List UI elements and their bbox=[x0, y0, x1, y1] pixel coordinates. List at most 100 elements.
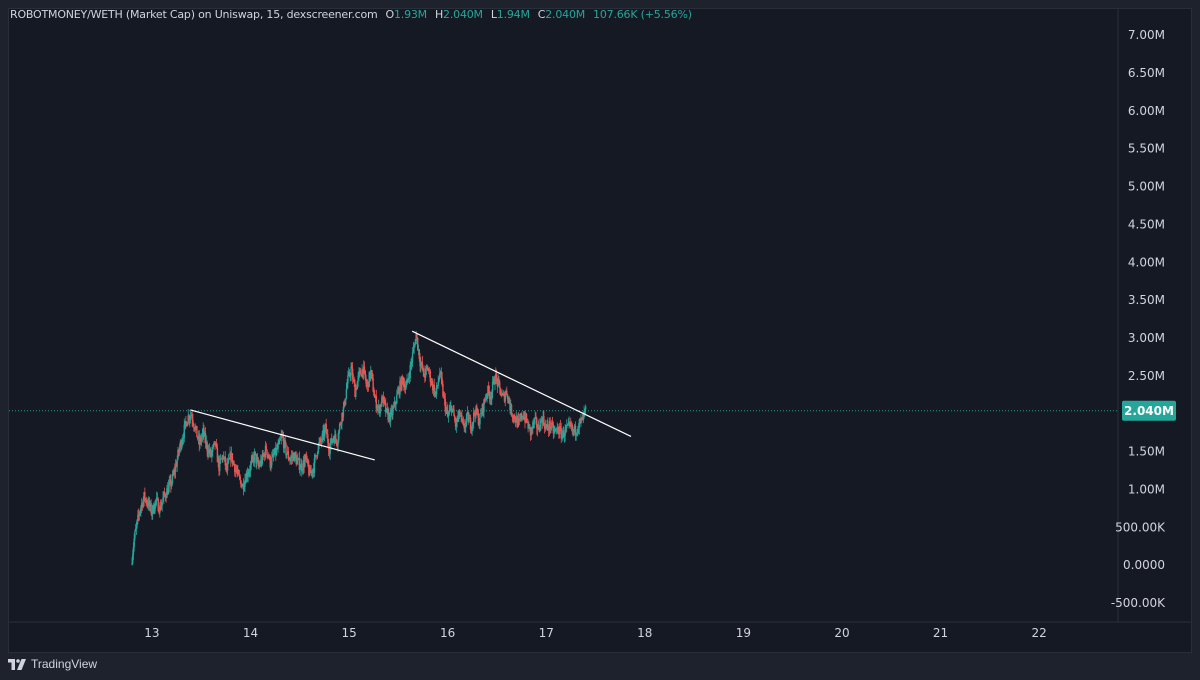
candle-body bbox=[226, 463, 228, 471]
candle-body bbox=[387, 410, 389, 420]
candle-body bbox=[183, 424, 185, 438]
candle-body bbox=[172, 474, 174, 475]
candle-body bbox=[254, 451, 256, 454]
candle-body bbox=[188, 415, 190, 421]
candle-body bbox=[379, 404, 381, 414]
candle-body bbox=[344, 400, 346, 405]
candle-body bbox=[302, 460, 305, 471]
candle-body bbox=[157, 498, 159, 512]
candle-body bbox=[331, 438, 333, 443]
candle-body bbox=[149, 503, 152, 507]
candle-body bbox=[352, 379, 355, 380]
candle-body bbox=[398, 388, 400, 395]
candle-body bbox=[230, 453, 233, 461]
candle-body bbox=[304, 459, 306, 467]
candle-body bbox=[409, 365, 411, 379]
candle-body bbox=[384, 400, 386, 404]
candle-body bbox=[267, 455, 269, 456]
candle-body bbox=[150, 503, 152, 514]
candle-body bbox=[181, 438, 184, 443]
candle-body bbox=[339, 424, 342, 425]
candle-body bbox=[343, 400, 345, 407]
candle-body bbox=[554, 430, 556, 432]
candle-body bbox=[525, 413, 527, 423]
candle-body bbox=[322, 429, 324, 434]
candle-body bbox=[468, 418, 470, 423]
candle-body bbox=[152, 505, 154, 515]
candle-body bbox=[325, 424, 327, 434]
candle-body bbox=[266, 449, 268, 456]
legend-close-value: 2.040M bbox=[545, 8, 586, 21]
candle-body bbox=[308, 466, 310, 476]
candle-body bbox=[532, 422, 534, 429]
candle-body bbox=[406, 378, 408, 385]
candle-body bbox=[245, 480, 247, 483]
candle-body bbox=[484, 399, 487, 401]
candle-body bbox=[531, 427, 533, 429]
tradingview-logo-icon[interactable] bbox=[8, 658, 26, 670]
candle-body bbox=[530, 427, 532, 436]
candle-body bbox=[439, 371, 442, 373]
legend-title: ROBOTMONEY/WETH (Market Cap) on Uniswap,… bbox=[10, 8, 378, 21]
candle-body bbox=[513, 415, 515, 419]
candle-body bbox=[448, 410, 450, 415]
candle-body bbox=[518, 418, 521, 421]
candle-body bbox=[359, 370, 362, 375]
candle-body bbox=[156, 497, 159, 499]
candle-body bbox=[346, 383, 348, 390]
candle-body bbox=[452, 408, 454, 410]
legend-close-label: C bbox=[537, 8, 546, 21]
candle-body bbox=[248, 472, 250, 475]
candle-body bbox=[453, 409, 455, 417]
candle-body bbox=[351, 368, 354, 380]
candle-body bbox=[491, 391, 493, 400]
candle-body bbox=[533, 417, 536, 424]
candle-body bbox=[229, 453, 231, 459]
trendline bbox=[411, 330, 632, 438]
chart-frame[interactable] bbox=[8, 8, 1192, 653]
candle-body bbox=[454, 420, 457, 427]
candle-body bbox=[510, 404, 513, 416]
candle-body bbox=[407, 377, 410, 380]
candle-body bbox=[393, 401, 396, 407]
candle-body bbox=[334, 434, 337, 440]
candle-body bbox=[432, 384, 435, 391]
candle-body bbox=[454, 416, 456, 421]
candle-body bbox=[354, 383, 356, 397]
candle-body bbox=[274, 447, 276, 455]
y-tick-label: 2.50M bbox=[1128, 369, 1165, 383]
candle-body bbox=[402, 377, 404, 386]
candle-body bbox=[480, 413, 482, 415]
candle-body bbox=[565, 427, 567, 429]
candle-body bbox=[159, 505, 161, 513]
candle-body bbox=[456, 419, 458, 422]
candle-body bbox=[427, 367, 429, 371]
candle-body bbox=[315, 455, 317, 456]
x-tick-label: 18 bbox=[637, 626, 652, 640]
candle-body bbox=[404, 387, 407, 390]
candle-body bbox=[324, 424, 327, 429]
candle-body bbox=[164, 494, 167, 498]
candle-body bbox=[208, 449, 211, 454]
candle-body bbox=[268, 455, 271, 459]
y-tick-label: 5.50M bbox=[1128, 142, 1165, 156]
candle-body bbox=[238, 474, 241, 477]
y-tick-label: 5.00M bbox=[1128, 180, 1165, 194]
candle-body bbox=[293, 454, 295, 461]
candle-body bbox=[258, 464, 260, 467]
candle-body bbox=[438, 378, 440, 382]
candle-body bbox=[310, 470, 312, 474]
candle-body bbox=[148, 500, 151, 507]
candle-body bbox=[389, 413, 391, 422]
candle-body bbox=[207, 451, 209, 455]
tradingview-brand[interactable]: TradingView bbox=[31, 657, 98, 671]
candle-body bbox=[203, 428, 205, 437]
candle-body bbox=[496, 378, 499, 387]
candle-body bbox=[143, 492, 145, 500]
candle-body bbox=[215, 443, 218, 448]
candle-body bbox=[193, 424, 195, 428]
trendline bbox=[190, 409, 375, 461]
candle-body bbox=[473, 412, 476, 415]
candle-body bbox=[171, 474, 174, 484]
